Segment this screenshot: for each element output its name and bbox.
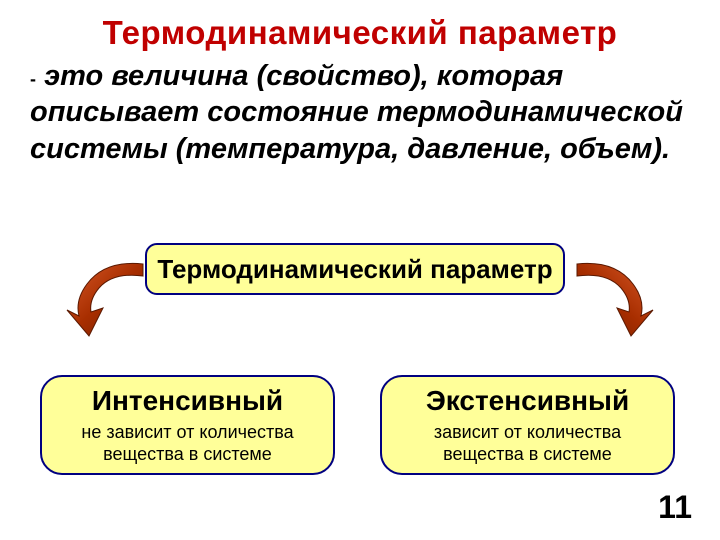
extensive-title: Экстенсивный xyxy=(426,385,629,417)
intensive-title: Интенсивный xyxy=(92,385,283,417)
extensive-subtitle: зависит от количества вещества в системе xyxy=(394,421,661,466)
curved-arrow-left-icon xyxy=(65,258,155,338)
concept-box-extensive: Экстенсивный зависит от количества вещес… xyxy=(380,375,675,475)
concept-box-top: Термодинамический параметр xyxy=(145,243,565,295)
concept-box-intensive: Интенсивный не зависит от количества вещ… xyxy=(40,375,335,475)
curved-arrow-right-icon xyxy=(565,258,655,338)
page-number: 11 xyxy=(658,489,692,526)
definition-text: - это величина (свойство), которая описы… xyxy=(0,52,720,167)
definition-dash: - xyxy=(30,69,36,89)
definition-body: это величина (свойство), которая описыва… xyxy=(30,60,683,165)
page-title: Термодинамический параметр xyxy=(0,0,720,52)
intensive-subtitle: не зависит от количества вещества в сист… xyxy=(54,421,321,466)
